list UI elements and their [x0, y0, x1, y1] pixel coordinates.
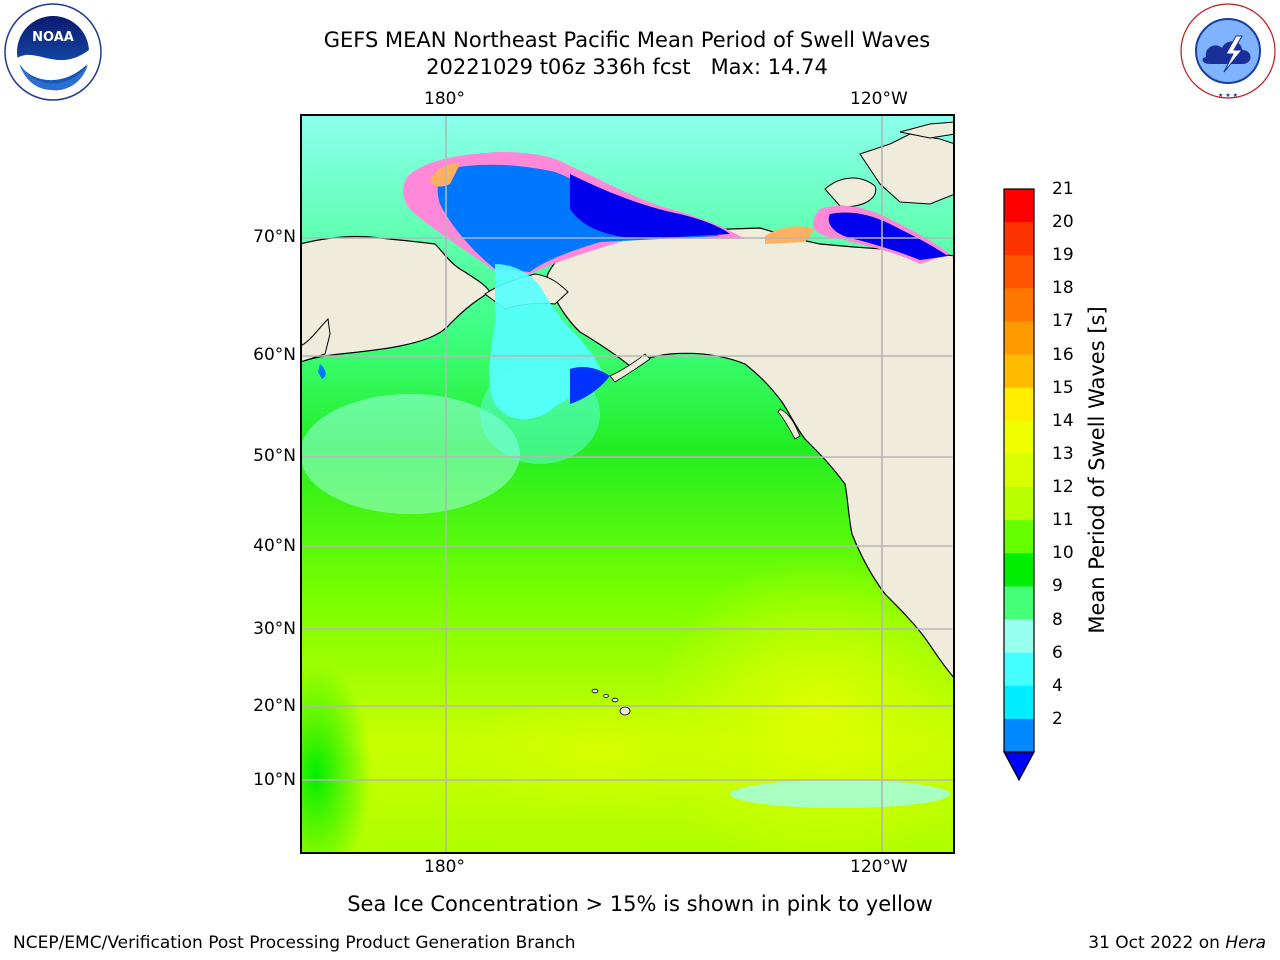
colorbar-tick-label: 12 — [1052, 477, 1074, 498]
lat-label-20n: 20°N — [253, 696, 296, 716]
lon-label-top-180: 180° — [424, 89, 465, 109]
lon-label-top-120w: 120°W — [850, 89, 908, 109]
footer-date-text: 31 Oct 2022 on — [1088, 933, 1220, 953]
colorbar-band — [1004, 255, 1034, 289]
colorbar-band — [1004, 520, 1034, 554]
colorbar-band — [1004, 354, 1034, 389]
plot-title: GEFS MEAN Northeast Pacific Mean Period … — [323, 28, 931, 52]
colorbar-tick-label: 20 — [1052, 212, 1074, 233]
colorbar-band — [1004, 420, 1034, 455]
colorbar-tick-label: 13 — [1052, 443, 1074, 464]
colorbar-band — [1004, 586, 1034, 621]
noaa-logo-text: NOAA — [32, 30, 74, 45]
lat-label-60n: 60°N — [253, 345, 296, 365]
lat-label-10n: 10°N — [253, 770, 296, 790]
colorbar-tick-label: 15 — [1052, 377, 1074, 398]
svg-text:★ ★ ★: ★ ★ ★ — [1218, 92, 1238, 99]
nws-logo-icon: ★ ★ ★ — [1180, 3, 1276, 99]
colorbar-tick-label: 11 — [1052, 510, 1074, 531]
colorbar-extend-arrow — [1002, 751, 1036, 782]
colorbar-band — [1004, 453, 1034, 488]
colorbar-tick-label: 14 — [1052, 410, 1074, 431]
map-panel — [300, 114, 955, 854]
lat-label-70n: 70°N — [253, 227, 296, 247]
colorbar-band — [1004, 321, 1034, 356]
colorbar-band — [1004, 222, 1034, 256]
footer-machine: Hera — [1225, 933, 1266, 953]
colorbar-band — [1004, 553, 1034, 587]
map-gridlines — [300, 114, 955, 854]
colorbar-tick-label: 9 — [1052, 576, 1063, 597]
noaa-logo-icon: NOAA — [4, 3, 102, 101]
lon-label-bottom-180: 180° — [424, 857, 465, 877]
colorbar-band — [1004, 189, 1034, 223]
colorbar-band — [1004, 487, 1034, 521]
colorbar-tick-label: 10 — [1052, 543, 1074, 564]
colorbar-band — [1004, 718, 1034, 753]
lat-label-30n: 30°N — [253, 619, 296, 639]
colorbar-tick-label: 17 — [1052, 311, 1074, 332]
colorbar-tick-label: 18 — [1052, 278, 1074, 299]
colorbar-tick-label: 4 — [1052, 675, 1063, 696]
colorbar-label: Mean Period of Swell Waves [s] — [1085, 306, 1109, 634]
footer-date: 31 Oct 2022 on Hera — [1088, 932, 1266, 954]
colorbar-tick-label: 2 — [1052, 708, 1063, 729]
lat-label-40n: 40°N — [253, 536, 296, 556]
colorbar-tick-label: 6 — [1052, 642, 1063, 663]
colorbar-band — [1004, 288, 1034, 322]
colorbar-band — [1004, 387, 1034, 422]
sea-ice-footnote: Sea Ice Concentration > 15% is shown in … — [347, 892, 933, 916]
plot-subtitle: 20221029 t06z 336h fcst Max: 14.74 — [426, 55, 828, 79]
colorbar-tick-label: 8 — [1052, 609, 1063, 630]
lat-label-50n: 50°N — [253, 446, 296, 466]
map-frame — [300, 114, 955, 854]
colorbar-tick-label: 21 — [1052, 179, 1074, 199]
footer-branch: NCEP/EMC/Verification Post Processing Pr… — [13, 933, 576, 953]
colorbar-band — [1004, 685, 1034, 720]
hawaii-islands — [591, 688, 631, 716]
lon-label-bottom-120w: 120°W — [850, 857, 908, 877]
colorbar — [1002, 188, 1036, 782]
colorbar-band — [1004, 619, 1034, 654]
colorbar-tick-label: 19 — [1052, 245, 1074, 266]
colorbar-band — [1004, 652, 1034, 687]
colorbar-tick-label: 16 — [1052, 344, 1074, 365]
